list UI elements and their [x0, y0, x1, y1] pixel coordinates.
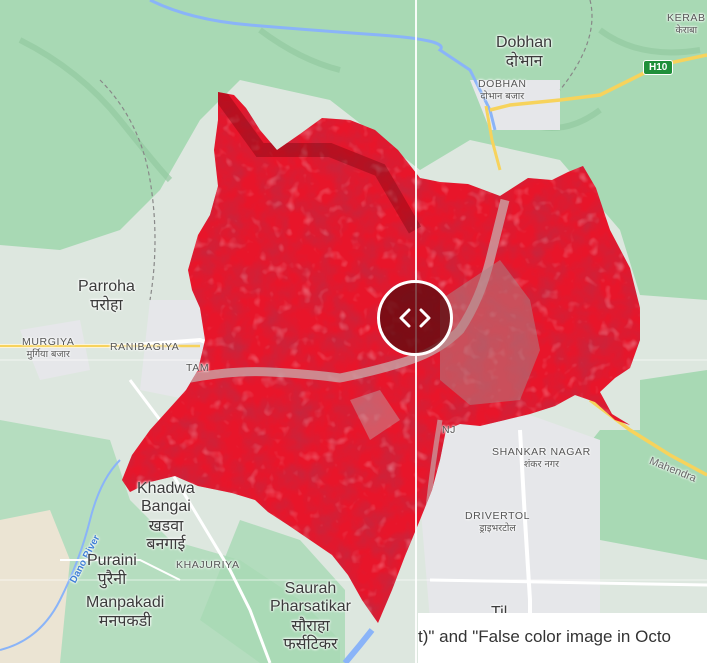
chevron-left-right-icon — [399, 308, 431, 328]
place-murgiya: MURGIYA मुर्गिया बजार — [22, 336, 75, 360]
place-drivertol: DRIVERTOL ड्राइभरटोल — [465, 510, 531, 534]
place-ranibagiya: RANIBAGIYA — [110, 341, 180, 353]
place-shankar-nagar: SHANKAR NAGAR शंकर नगर — [492, 446, 591, 470]
place-khajuriya: KHAJURIYA — [176, 559, 240, 571]
place-parroha: Parroha परोहा — [78, 278, 135, 315]
place-saurah-pharsatikar: Saurah Pharsatikar सौराहा फर्सटिकर — [270, 580, 351, 654]
place-tam: TAM — [186, 362, 210, 374]
place-khadwa-bangai: Khadwa Bangai खडवा बनगाई — [137, 480, 195, 554]
compare-slider-handle[interactable] — [377, 280, 453, 356]
place-dobhan-bazar: DOBHAN दोभान बजार — [478, 78, 527, 102]
place-kerab: KERAB केराबा — [667, 12, 706, 36]
highway-h10-shield: H10 — [643, 60, 674, 75]
place-manpakadi: Manpakadi मनपकडी — [86, 594, 165, 631]
place-puraini: Puraini पुरैनी — [87, 552, 137, 589]
place-nj: NJ — [442, 424, 457, 436]
image-caption: t)" and "False color image in Octo — [418, 613, 707, 663]
place-dobhan: Dobhan दोभान — [496, 34, 553, 71]
